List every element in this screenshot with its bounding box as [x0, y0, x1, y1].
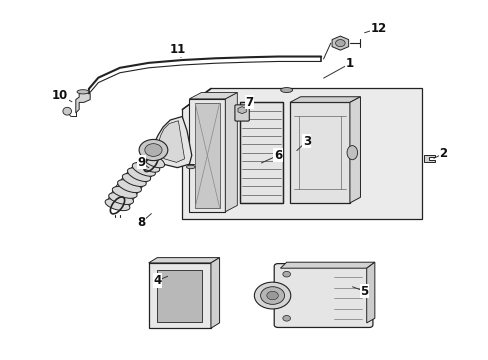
Text: 11: 11 — [169, 43, 185, 56]
Ellipse shape — [186, 165, 195, 169]
Polygon shape — [424, 155, 434, 162]
Polygon shape — [76, 92, 90, 113]
Ellipse shape — [117, 180, 141, 193]
Polygon shape — [189, 93, 237, 99]
Polygon shape — [239, 102, 282, 203]
Text: 6: 6 — [273, 149, 282, 162]
Text: 7: 7 — [244, 96, 253, 109]
Ellipse shape — [105, 199, 130, 211]
Text: 4: 4 — [153, 274, 161, 287]
Ellipse shape — [77, 90, 89, 94]
Ellipse shape — [346, 145, 357, 160]
Circle shape — [266, 291, 278, 300]
Circle shape — [260, 287, 284, 304]
Polygon shape — [195, 103, 219, 207]
Text: 5: 5 — [360, 285, 367, 298]
Text: 2: 2 — [438, 147, 447, 160]
Text: 8: 8 — [137, 216, 145, 229]
Polygon shape — [189, 99, 225, 212]
Polygon shape — [210, 258, 219, 328]
Polygon shape — [280, 262, 374, 268]
Ellipse shape — [280, 87, 292, 93]
Polygon shape — [182, 88, 421, 219]
Ellipse shape — [63, 107, 71, 115]
Circle shape — [282, 315, 290, 321]
Text: 12: 12 — [370, 22, 386, 35]
Ellipse shape — [112, 186, 137, 198]
Text: 3: 3 — [302, 135, 310, 148]
Text: 1: 1 — [345, 57, 353, 70]
FancyBboxPatch shape — [274, 264, 372, 328]
Ellipse shape — [108, 193, 133, 204]
Polygon shape — [148, 263, 210, 328]
Polygon shape — [366, 262, 374, 323]
Polygon shape — [289, 97, 360, 102]
Polygon shape — [225, 93, 237, 212]
Polygon shape — [153, 117, 191, 168]
Circle shape — [254, 282, 290, 309]
Polygon shape — [158, 121, 184, 162]
Polygon shape — [349, 97, 360, 203]
Polygon shape — [289, 102, 349, 203]
Ellipse shape — [137, 158, 160, 172]
Circle shape — [282, 271, 290, 277]
FancyBboxPatch shape — [234, 105, 249, 121]
Ellipse shape — [142, 153, 164, 168]
Polygon shape — [157, 270, 202, 322]
Text: 9: 9 — [137, 156, 145, 169]
Circle shape — [139, 139, 167, 161]
Circle shape — [144, 144, 162, 156]
Ellipse shape — [127, 168, 150, 181]
Polygon shape — [148, 258, 219, 263]
Ellipse shape — [132, 163, 155, 176]
Circle shape — [335, 40, 345, 47]
Text: 10: 10 — [52, 89, 68, 102]
Ellipse shape — [122, 174, 146, 186]
